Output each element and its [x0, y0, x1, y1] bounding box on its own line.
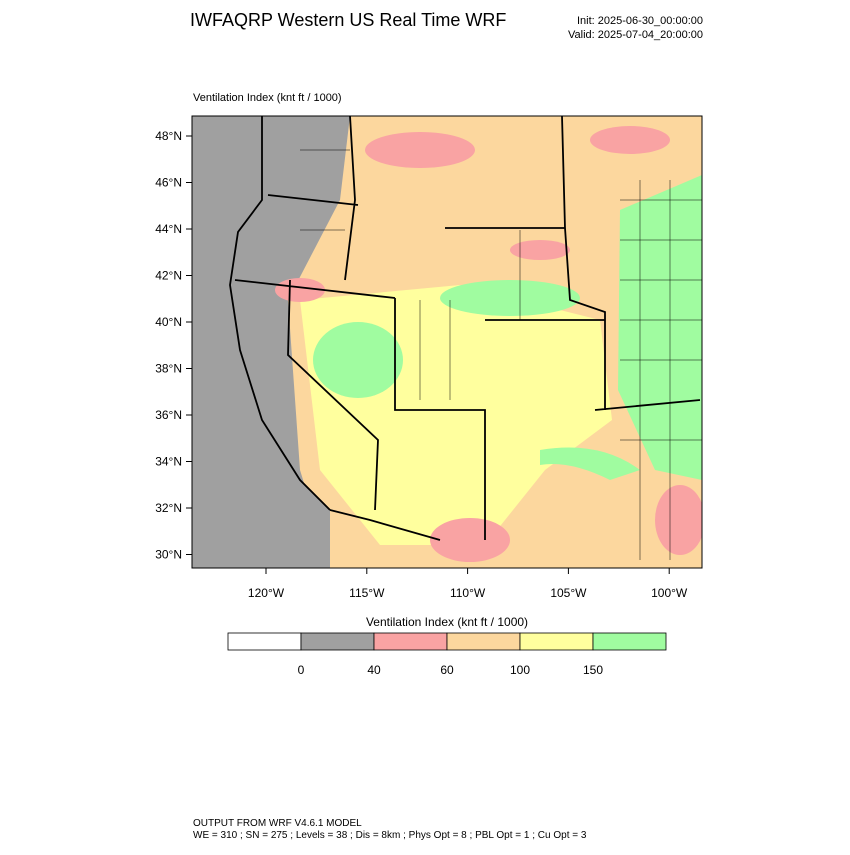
- colorbar-label: 150: [583, 663, 603, 677]
- field-shade: [430, 518, 510, 562]
- colorbar-box: [446, 632, 521, 651]
- field-shade: [618, 175, 702, 480]
- colorbar-title: Ventilation Index (knt ft / 1000): [366, 615, 528, 629]
- colorbar-box: [300, 632, 375, 651]
- lat-label: 34°N: [155, 455, 182, 469]
- valid-time: Valid: 2025-07-04_20:00:00: [568, 29, 703, 41]
- colorbar-box: [227, 632, 302, 651]
- footer-line: OUTPUT FROM WRF V4.6.1 MODEL: [193, 818, 362, 829]
- lat-label: 30°N: [155, 548, 182, 562]
- field-shade: [510, 240, 570, 260]
- lon-labels: 120°W 115°W 110°W 105°W 100°W: [248, 568, 688, 600]
- title: IWFAQRP Western US Real Time WRF: [190, 10, 506, 30]
- lat-labels: 48°N 46°N 44°N 42°N 40°N 38°N 36°N 34°N 32°N 30°N: [155, 129, 192, 562]
- colorbar-label: 40: [367, 663, 381, 677]
- colorbar-box: [592, 632, 667, 651]
- field-shade: [275, 278, 325, 302]
- lat-label: 48°N: [155, 129, 182, 143]
- map-subtitle: Ventilation Index (knt ft / 1000): [193, 92, 342, 104]
- field-shade: [655, 485, 702, 555]
- lon-label: 115°W: [349, 586, 385, 600]
- county-lines: [300, 149, 702, 560]
- colorbar: 0 40 60 100 150: [227, 632, 667, 677]
- colorbar-box: [373, 632, 448, 651]
- lat-label: 38°N: [155, 362, 182, 376]
- init-time: Init: 2025-06-30_00:00:00: [577, 15, 703, 27]
- field-shade: [365, 132, 475, 168]
- lat-label: 32°N: [155, 501, 182, 515]
- footer-line: WE = 310 ; SN = 275 ; Levels = 38 ; Dis …: [193, 830, 587, 841]
- ocean: [192, 116, 330, 568]
- field-shade: [440, 280, 580, 316]
- lon-label: 105°W: [550, 586, 587, 600]
- colorbar-label: 60: [440, 663, 454, 677]
- map-frame: [191, 115, 703, 569]
- field-shade: [540, 447, 640, 480]
- lat-label: 46°N: [155, 176, 182, 190]
- lat-label: 36°N: [155, 408, 182, 422]
- lat-label: 44°N: [155, 222, 182, 236]
- lon-label: 110°W: [450, 586, 486, 600]
- lon-label: 100°W: [651, 586, 688, 600]
- lon-label: 120°W: [248, 586, 285, 600]
- map: 48°N 46°N 44°N 42°N 40°N 38°N 36°N 34°N 32°N 30°N…: [155, 115, 703, 600]
- field-shade: [313, 322, 403, 398]
- colorbar-label: 100: [510, 663, 530, 677]
- field-shade: [590, 126, 670, 154]
- colorbar-box: [519, 632, 594, 651]
- colorbar-label: 0: [298, 663, 305, 677]
- boundaries: [229, 116, 701, 541]
- lat-label: 40°N: [155, 315, 182, 329]
- lat-label: 42°N: [155, 269, 182, 283]
